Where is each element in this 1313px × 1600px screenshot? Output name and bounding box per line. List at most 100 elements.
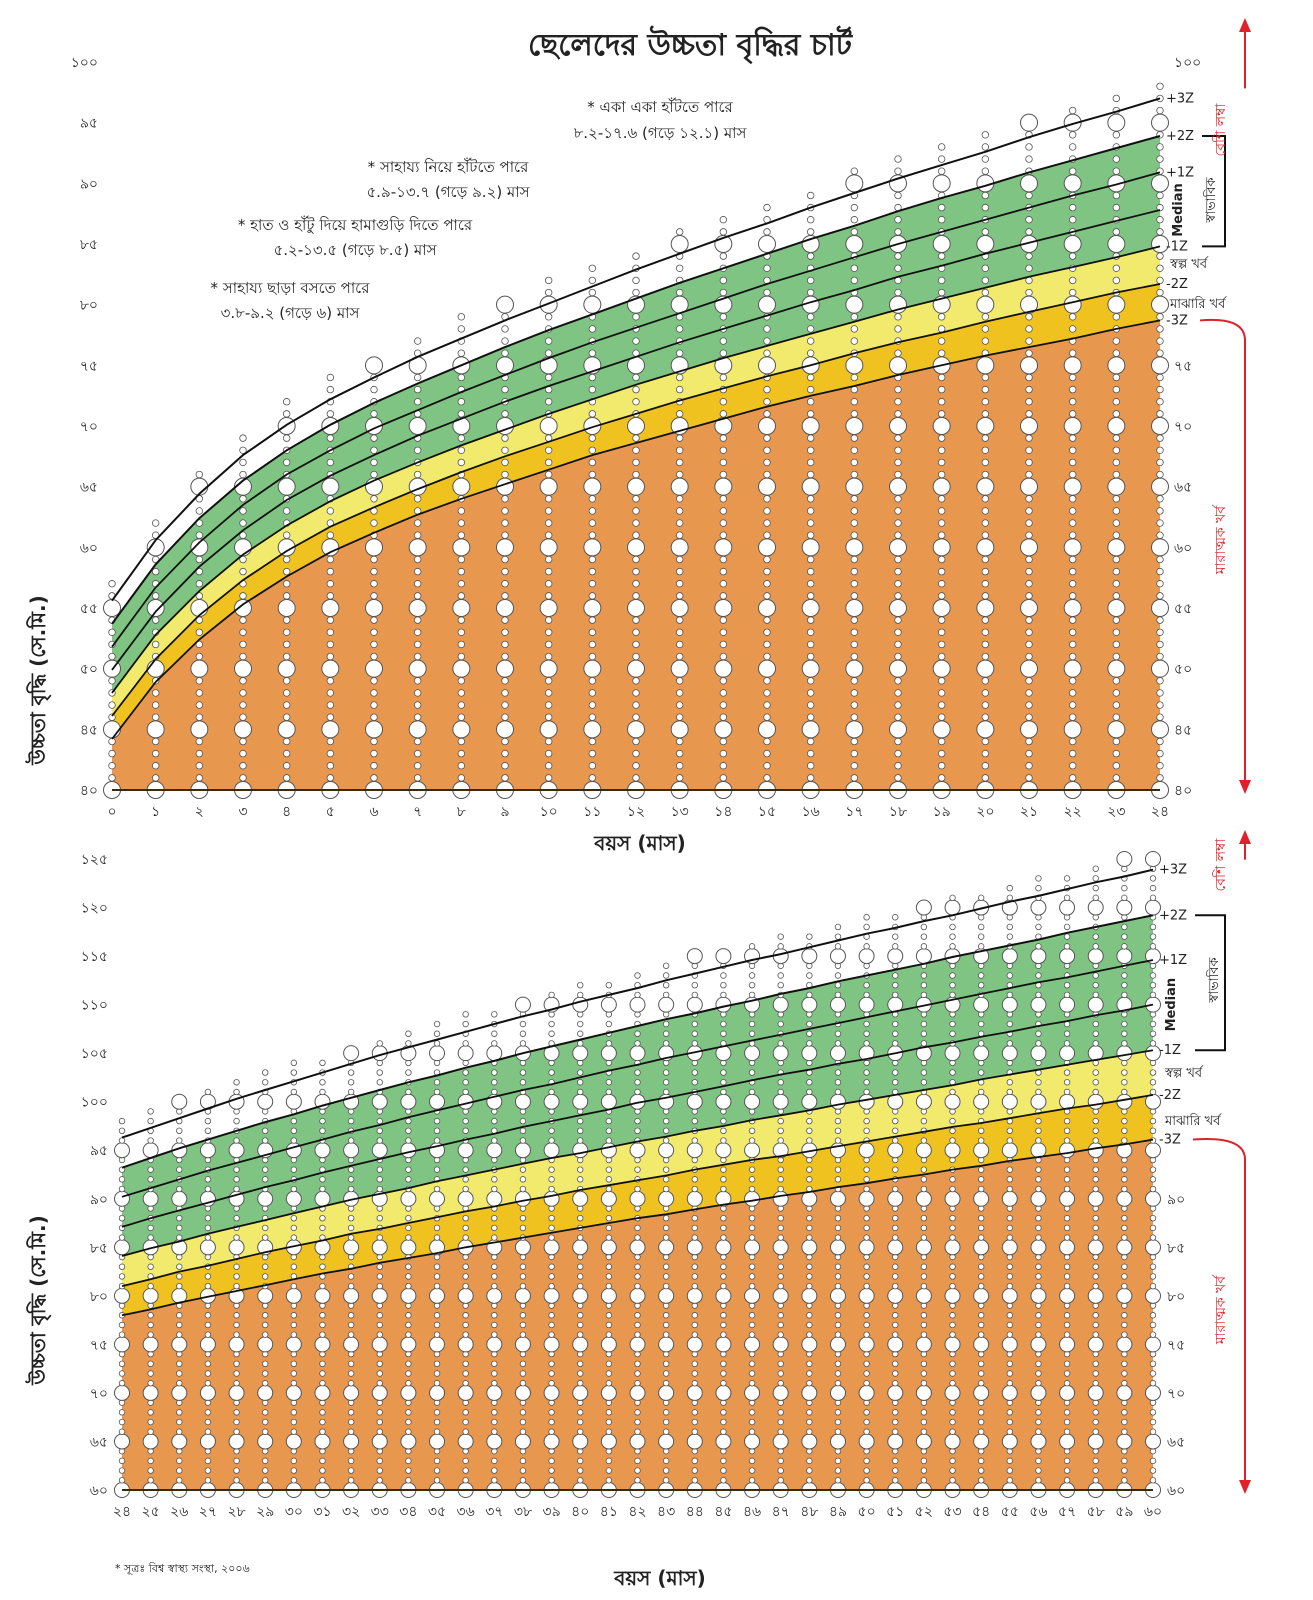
minor-marker: [632, 580, 640, 588]
minor-marker: [777, 943, 784, 950]
minor-marker: [326, 555, 335, 564]
z-label-median: Median: [1171, 183, 1186, 237]
minor-marker: [892, 1224, 899, 1232]
major-marker: [744, 1433, 761, 1450]
major-marker: [600, 1239, 617, 1256]
major-marker: [429, 1190, 446, 1207]
minor-marker: [1112, 592, 1121, 600]
minor-marker: [632, 337, 640, 345]
minor-marker: [1149, 1040, 1157, 1047]
minor-marker: [319, 1418, 326, 1426]
major-marker: [686, 1433, 703, 1450]
minor-marker: [577, 1457, 584, 1465]
minor-marker: [326, 689, 335, 697]
minor-marker: [894, 288, 902, 297]
minor-marker: [806, 1166, 813, 1173]
minor-marker: [1006, 933, 1014, 940]
minor-marker: [588, 628, 597, 636]
minor-marker: [748, 991, 756, 999]
minor-marker: [892, 1117, 899, 1125]
minor-marker: [763, 434, 771, 442]
minor-marker: [326, 762, 335, 770]
minor-marker: [457, 325, 466, 333]
minor-marker: [1006, 991, 1014, 999]
minor-marker: [863, 1214, 870, 1222]
major-marker: [1063, 659, 1082, 678]
minor-marker: [1112, 94, 1121, 103]
minor-marker: [949, 1176, 956, 1183]
minor-marker: [204, 1418, 212, 1426]
minor-marker: [195, 555, 204, 564]
minor-marker: [777, 933, 784, 940]
minor-marker: [1035, 1127, 1042, 1135]
y-tick-label-left: ৬০: [80, 540, 98, 556]
minor-marker: [720, 1457, 727, 1465]
major-marker: [583, 659, 602, 678]
minor-marker: [462, 1380, 469, 1387]
major-marker: [801, 1433, 818, 1450]
major-marker: [887, 1433, 904, 1450]
minor-marker: [1063, 1263, 1071, 1270]
minor-marker: [233, 1214, 240, 1222]
minor-marker: [675, 701, 684, 709]
major-marker: [1059, 1045, 1076, 1062]
minor-marker: [977, 972, 985, 979]
minor-marker: [239, 762, 247, 770]
minor-marker: [544, 446, 553, 454]
minor-marker: [491, 1312, 498, 1319]
minor-marker: [1156, 276, 1164, 285]
minor-marker: [1156, 749, 1164, 758]
minor-marker: [433, 1360, 441, 1367]
minor-marker: [691, 1457, 698, 1465]
minor-marker: [233, 1380, 240, 1387]
minor-marker: [634, 1370, 641, 1377]
minor-marker: [370, 677, 378, 685]
minor-marker: [405, 1127, 412, 1135]
minor-marker: [1025, 458, 1033, 467]
x-tick-label: ২০: [976, 804, 994, 820]
major-marker: [976, 720, 995, 739]
x-tick-label: ২৭: [199, 1504, 217, 1520]
minor-marker: [491, 1282, 498, 1290]
minor-marker: [850, 410, 859, 418]
minor-marker: [748, 1360, 756, 1367]
minor-marker: [405, 1040, 412, 1047]
minor-marker: [1006, 1166, 1014, 1173]
major-marker: [371, 1336, 388, 1353]
minor-marker: [720, 1127, 727, 1135]
minor-marker: [806, 191, 815, 200]
minor-marker: [763, 410, 771, 418]
x-tick-label: ১৮: [889, 804, 907, 820]
minor-marker: [892, 1312, 899, 1319]
major-marker: [257, 1093, 274, 1110]
major-marker: [1001, 1045, 1018, 1062]
minor-marker: [777, 1321, 784, 1329]
minor-marker: [544, 677, 553, 685]
minor-marker: [806, 373, 815, 382]
minor-marker: [1068, 628, 1077, 636]
minor-marker: [462, 1185, 469, 1193]
major-marker: [887, 1336, 904, 1353]
minor-marker: [834, 1477, 842, 1484]
minor-marker: [1068, 276, 1077, 285]
minor-marker: [1035, 1214, 1042, 1222]
minor-marker: [491, 1380, 498, 1387]
major-marker: [1059, 1287, 1076, 1304]
milestone-annotations: * সাহায্য ছাড়া বসতে পারে ৩.৮-৯.২ (গড়ে …: [211, 98, 748, 322]
minor-marker: [748, 943, 756, 950]
minor-marker: [850, 737, 859, 746]
minor-marker: [176, 1185, 183, 1193]
y-tick-label-left: ৭০: [90, 1386, 108, 1402]
minor-marker: [290, 1185, 298, 1193]
minor-marker: [777, 1214, 784, 1222]
minor-marker: [632, 592, 640, 600]
major-marker: [457, 1287, 474, 1304]
major-marker: [887, 1142, 904, 1159]
minor-marker: [763, 555, 771, 564]
minor-marker: [370, 434, 378, 442]
minor-marker: [195, 470, 204, 479]
minor-marker: [949, 982, 956, 989]
minor-marker: [501, 495, 509, 503]
milestone-crawl-line1: * হাত ও হাঁটু দিয়ে হামাগুড়ি দিতে পারে: [238, 216, 473, 234]
minor-marker: [937, 689, 946, 697]
